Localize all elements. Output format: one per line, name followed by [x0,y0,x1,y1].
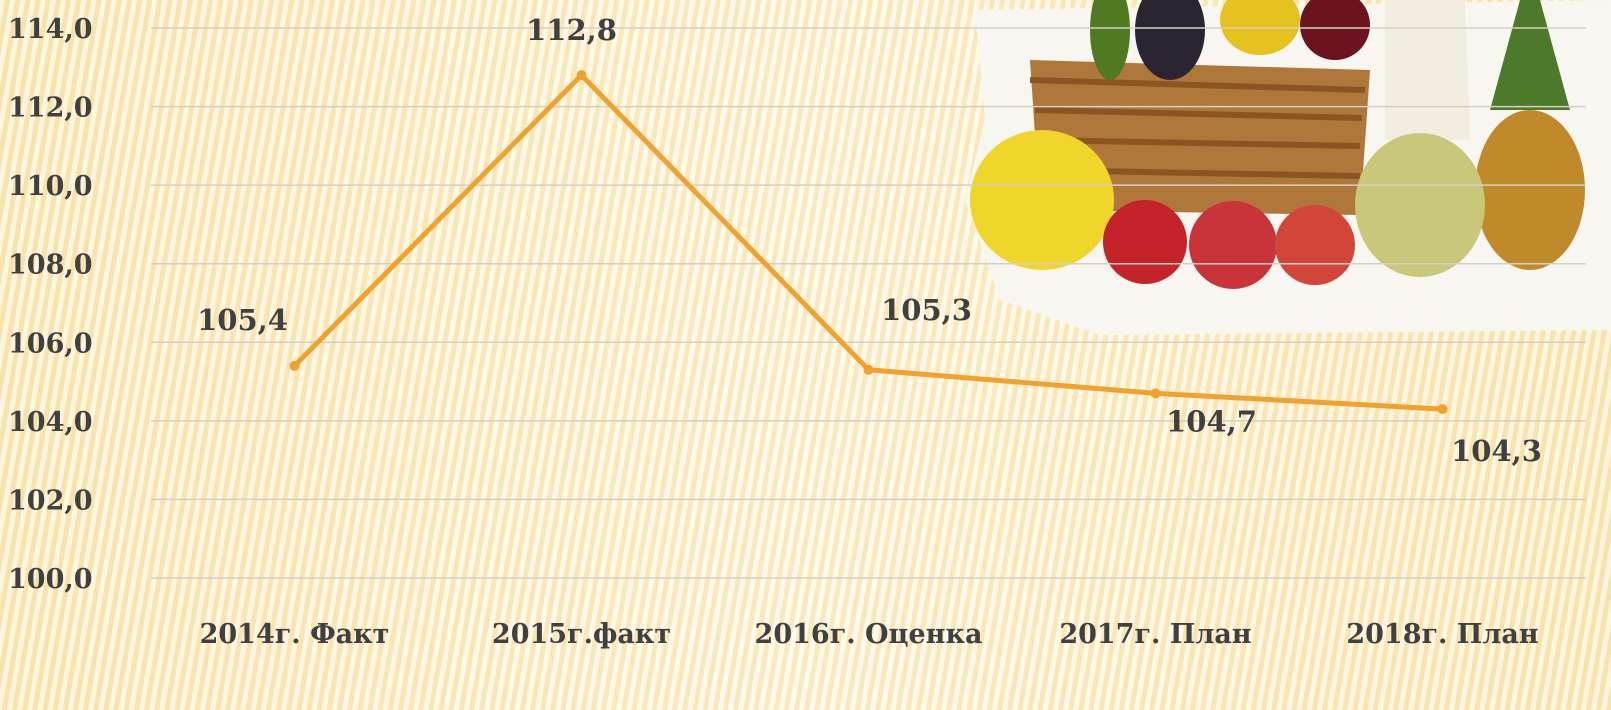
y-tick-label: 100,0 [8,564,93,595]
y-tick-label: 110,0 [8,171,93,202]
slide: 100,0 102,0 104,0 106,0 108,0 110,0 112,0 114,0… [0,0,1611,710]
x-tick-label: 2016г. Оценка [734,618,1004,652]
data-label: 112,8 [526,13,617,47]
data-label: 105,4 [197,303,288,337]
x-tick-label: 2014г. Факт [160,618,430,652]
point [1151,388,1161,398]
point [290,361,300,371]
y-tick-label: 102,0 [8,485,93,516]
point [1438,404,1448,414]
x-tick-label: 2017г. План [1021,618,1291,652]
data-label: 104,7 [1166,404,1257,438]
y-tick-label: 104,0 [8,407,93,438]
data-label: 104,3 [1451,434,1542,468]
x-tick-label: 2018г. План [1308,618,1578,652]
y-tick-label: 108,0 [8,250,93,281]
y-tick-label: 114,0 [8,14,93,45]
point [577,70,587,80]
y-tick-label: 112,0 [8,93,93,124]
data-label: 105,3 [881,293,972,327]
chart: 100,0 102,0 104,0 106,0 108,0 110,0 112,0 114,0… [0,0,1611,710]
x-tick-label: 2015г.факт [447,618,717,652]
point [864,365,874,375]
line [295,75,1443,409]
y-tick-label: 106,0 [8,328,93,359]
